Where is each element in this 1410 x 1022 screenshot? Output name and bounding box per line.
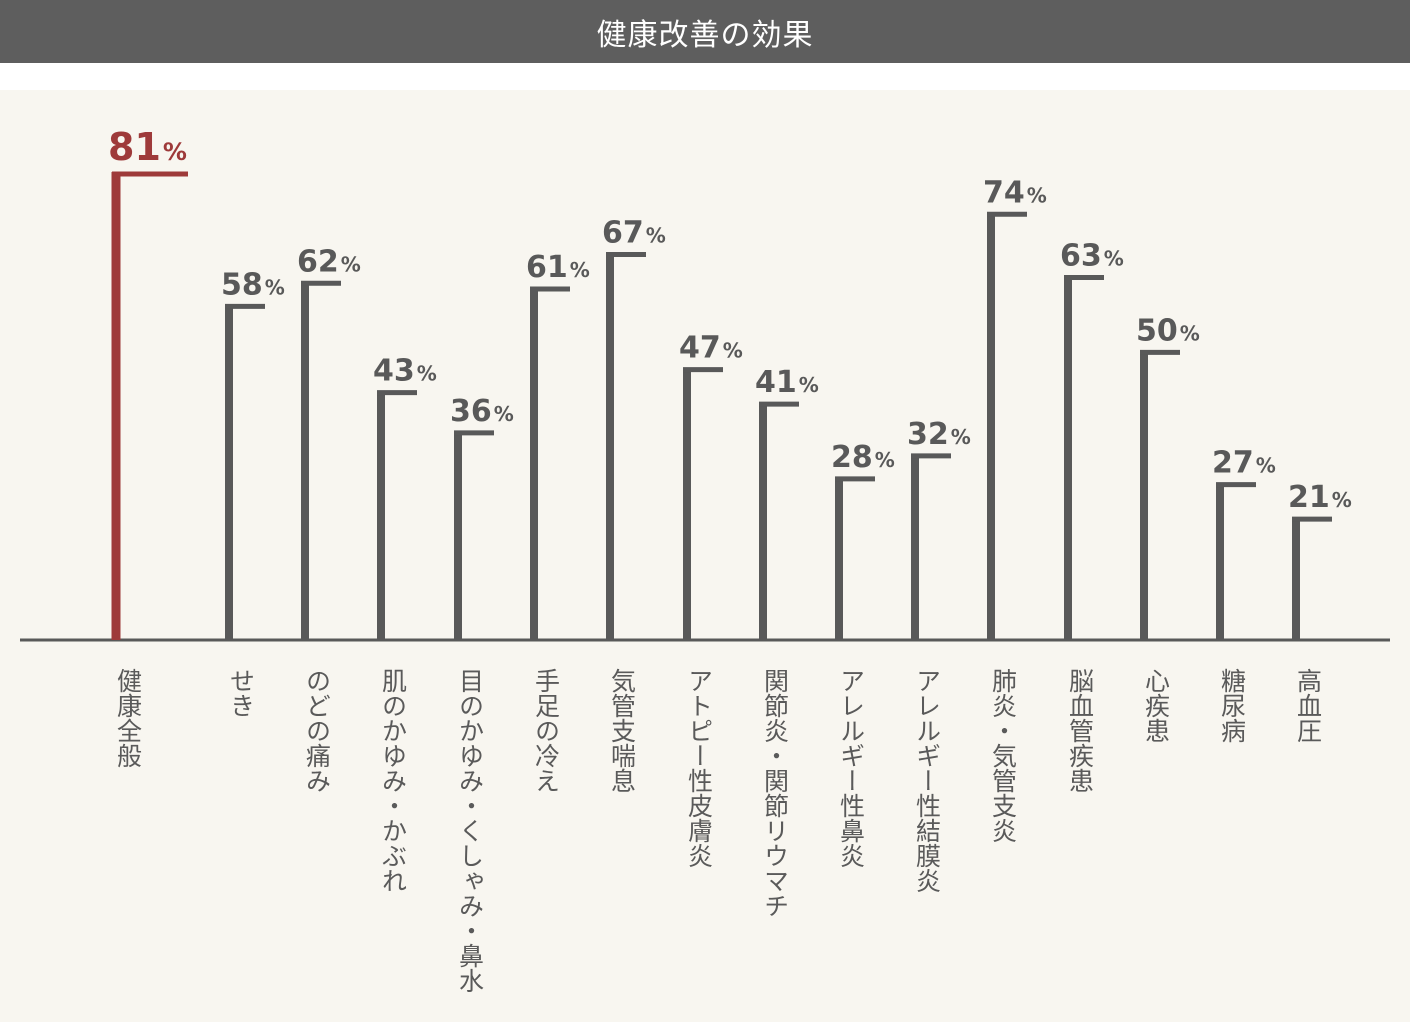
data-label: 43% [373,354,437,389]
category-label: 関節炎・関節リウマチ [761,668,790,918]
data-label: 21% [1288,480,1352,515]
category-label: せき [227,668,256,718]
data-label: 81% [108,125,187,169]
bar-chart: 81% 健康全般 58 % せき 62 % のどの痛み 43 % 肌のかゆみ・かぶれ 36 % 目のかゆみ… [20,125,1390,993]
category-label: 糖尿病 [1218,668,1247,743]
data-label: 28% [831,440,895,475]
data-label: 47% [679,331,743,366]
data-label: 41% [755,365,819,400]
category-label: 肺炎・気管支炎 [989,668,1018,843]
chart-panel: 81% 健康全般 58% せき 62% のどの痛み 43% 肌のかゆみ・かぶれ 36% 目のかゆみ… [0,90,1410,1022]
category-label: アレルギー性結膜炎 [913,668,942,893]
data-label: 62% [297,244,361,279]
data-label: 58% [221,267,285,302]
title-bar: 健康改善の効果 [0,0,1410,63]
category-label: のどの痛み [303,668,332,793]
category-label: 健康全般 [114,668,143,768]
data-label: 63% [1060,239,1124,274]
category-label: 脳血管疾患 [1066,668,1095,793]
category-label: 心疾患 [1142,668,1171,743]
data-label: 74% [983,175,1047,210]
category-label: 目のかゆみ・くしゃみ・鼻水 [456,668,485,993]
category-label: 手足の冷え [532,668,561,793]
category-label: 肌のかゆみ・かぶれ [379,668,408,893]
category-label: アレルギー性鼻炎 [837,668,866,868]
category-label: 高血圧 [1294,668,1323,743]
data-label: 36% [450,394,514,429]
data-label: 27% [1212,446,1276,481]
data-label: 67% [602,216,666,251]
category-label: アトピー性皮膚炎 [685,668,714,868]
chart-title: 健康改善の効果 [596,17,814,53]
data-label: 50% [1136,313,1200,348]
data-label: 61% [526,250,590,285]
category-label: 気管支喘息 [608,668,637,793]
data-label: 32% [907,417,971,452]
